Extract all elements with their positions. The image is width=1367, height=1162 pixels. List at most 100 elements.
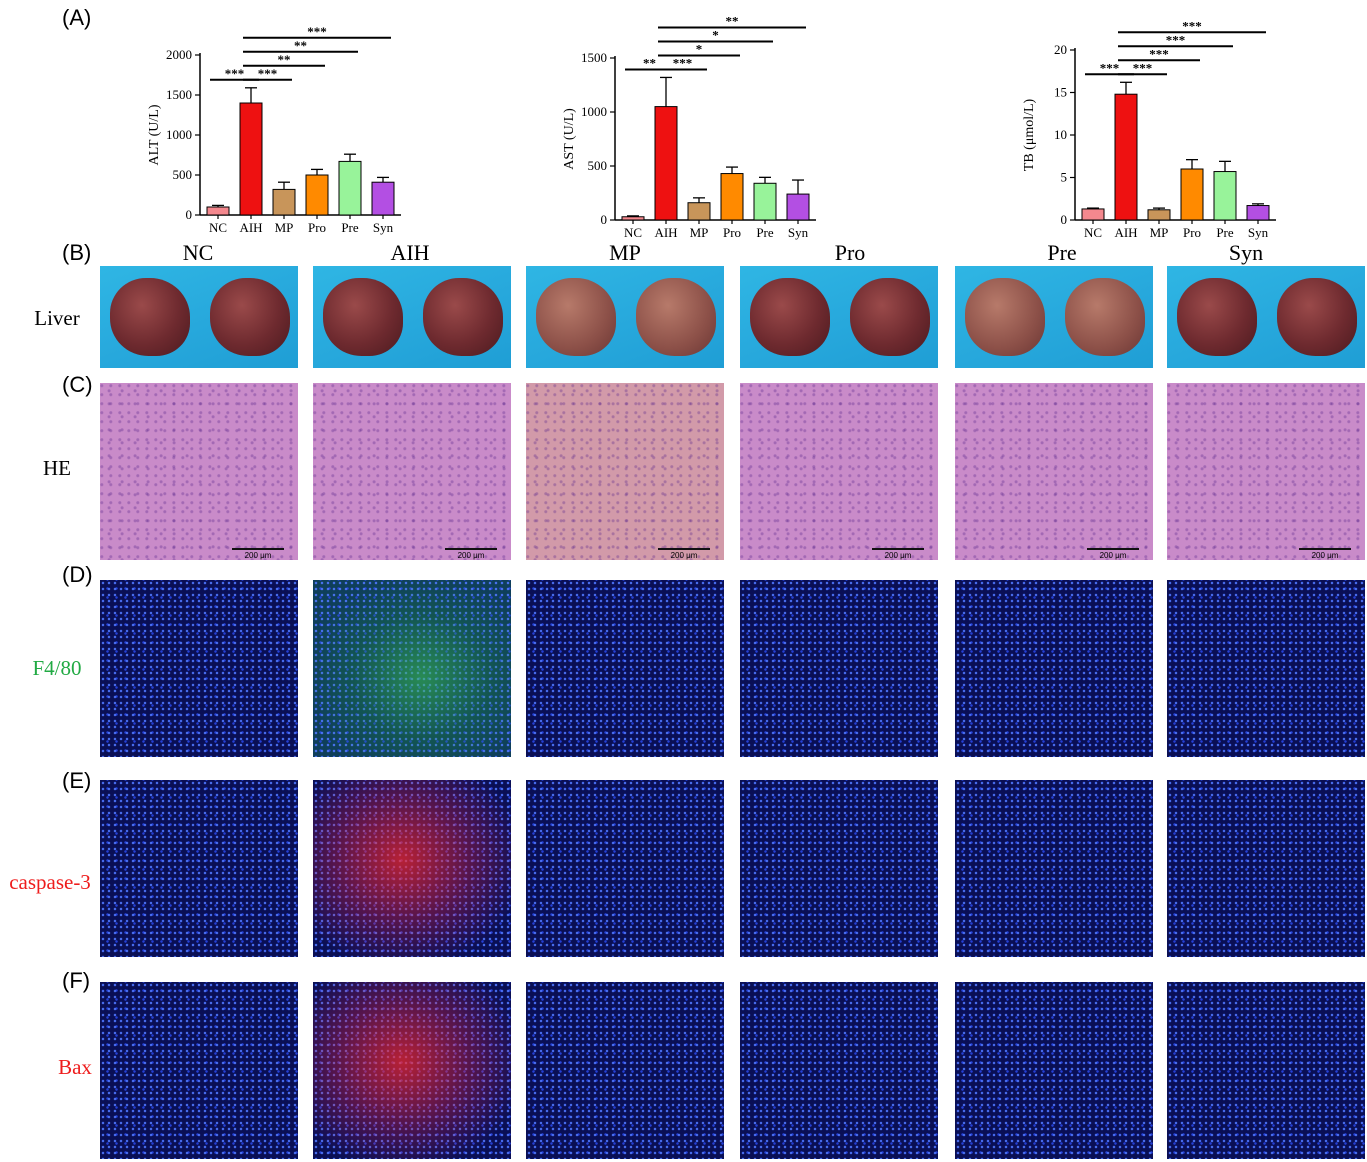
bax-image-aih (313, 982, 511, 1159)
liver-specimen (1065, 278, 1145, 356)
f480-image-nc (100, 580, 298, 757)
scale-bar-label: 200 μm (244, 551, 272, 560)
panel-letter-f: (F) (62, 968, 91, 993)
caspase-image-syn (1167, 780, 1365, 957)
y-axis-label: ALT (U/L) (147, 104, 162, 165)
x-tick-label: AIH (654, 225, 677, 240)
y-tick-label: 20 (1054, 42, 1067, 57)
liver-specimen (536, 278, 616, 356)
x-tick-label: MP (690, 225, 709, 240)
bar-nc (1081, 208, 1105, 221)
significance-label: * (712, 27, 719, 42)
bar-syn (371, 181, 395, 216)
significance-label: *** (673, 55, 693, 70)
significance-label: *** (1166, 32, 1186, 47)
bar-mp (687, 202, 711, 221)
group-label-mp: MP (609, 240, 641, 265)
y-tick-label: 0 (601, 212, 608, 227)
scale-bar (872, 548, 924, 550)
y-axis-label: TB (μmol/L) (1022, 98, 1037, 171)
x-tick-label: MP (1150, 225, 1169, 240)
panel-letter-a: (A) (62, 5, 92, 30)
x-tick-label: Pre (1216, 225, 1234, 240)
he-image-syn: 200 μm (1167, 383, 1365, 560)
liver-image-pro (740, 266, 938, 368)
bar-syn (1246, 205, 1270, 221)
scale-bar-label: 200 μm (884, 551, 912, 560)
bax-image-syn (1167, 982, 1365, 1159)
red-staining-overlay (313, 780, 511, 957)
bax-image-pro (740, 982, 938, 1159)
bar-pre (1213, 171, 1237, 221)
liver-specimen (210, 278, 290, 356)
x-tick-label: Pro (308, 220, 326, 235)
significance-label: *** (1133, 60, 1153, 75)
x-tick-label: Syn (788, 225, 809, 240)
panel-letter-d: (D) (62, 562, 93, 587)
bax-image-nc (100, 982, 298, 1159)
x-tick-label: AIH (239, 220, 262, 235)
liver-specimen (1277, 278, 1357, 356)
x-tick-label: Syn (373, 220, 394, 235)
he-image-pre: 200 μm (955, 383, 1153, 560)
y-tick-label: 1500 (581, 50, 607, 65)
liver-image-nc (100, 266, 298, 368)
group-label-pre: Pre (1047, 240, 1077, 265)
x-tick-label: Pre (341, 220, 359, 235)
he-image-mp: 200 μm (526, 383, 724, 560)
y-tick-label: 15 (1054, 85, 1067, 100)
bar-pre (753, 182, 777, 221)
significance-label: ** (726, 13, 739, 28)
significance-label: ** (643, 55, 656, 70)
row-label-liver: Liver (34, 306, 80, 330)
row-label-he: HE (43, 456, 71, 480)
x-tick-label: AIH (1114, 225, 1137, 240)
liver-specimen (323, 278, 403, 356)
bar-nc (206, 206, 230, 216)
significance-label: *** (1149, 46, 1169, 61)
liver-specimen (110, 278, 190, 356)
scale-bar (1087, 548, 1139, 550)
f480-image-syn (1167, 580, 1365, 757)
scale-bar (232, 548, 284, 550)
liver-specimen (423, 278, 503, 356)
y-tick-label: 2000 (166, 47, 192, 62)
bar-pro (1180, 168, 1204, 221)
significance-label: *** (1100, 60, 1120, 75)
bar-syn (786, 193, 810, 221)
bax-image-mp (526, 982, 724, 1159)
bax-image-pre (955, 982, 1153, 1159)
bar-nc (621, 216, 645, 221)
y-tick-label: 5 (1061, 170, 1068, 185)
he-image-nc: 200 μm (100, 383, 298, 560)
he-image-pro: 200 μm (740, 383, 938, 560)
f480-image-aih (313, 580, 511, 757)
liver-specimen (750, 278, 830, 356)
significance-label: *** (307, 24, 327, 39)
scale-bar (658, 548, 710, 550)
panel-letter-e: (E) (62, 768, 92, 793)
group-label-pro: Pro (834, 240, 866, 265)
bar-pro (305, 174, 329, 216)
bar-mp (1147, 209, 1171, 221)
scale-bar-label: 200 μm (1311, 551, 1339, 560)
x-tick-label: NC (1084, 225, 1102, 240)
liver-specimen (965, 278, 1045, 356)
y-tick-label: 1000 (581, 104, 607, 119)
significance-label: *** (258, 66, 278, 81)
liver-image-syn (1167, 266, 1365, 368)
scale-bar-label: 200 μm (1099, 551, 1127, 560)
caspase-image-aih (313, 780, 511, 957)
x-tick-label: Pro (1183, 225, 1201, 240)
f480-image-pre (955, 580, 1153, 757)
bar-aih (1114, 93, 1138, 221)
significance-label: *** (1182, 18, 1202, 33)
significance-label: * (696, 41, 703, 56)
y-tick-label: 0 (186, 207, 193, 222)
y-axis-label: AST (U/L) (562, 108, 577, 170)
group-label-nc: NC (182, 240, 214, 265)
y-tick-label: 500 (173, 167, 193, 182)
liver-image-mp (526, 266, 724, 368)
liver-specimen (850, 278, 930, 356)
